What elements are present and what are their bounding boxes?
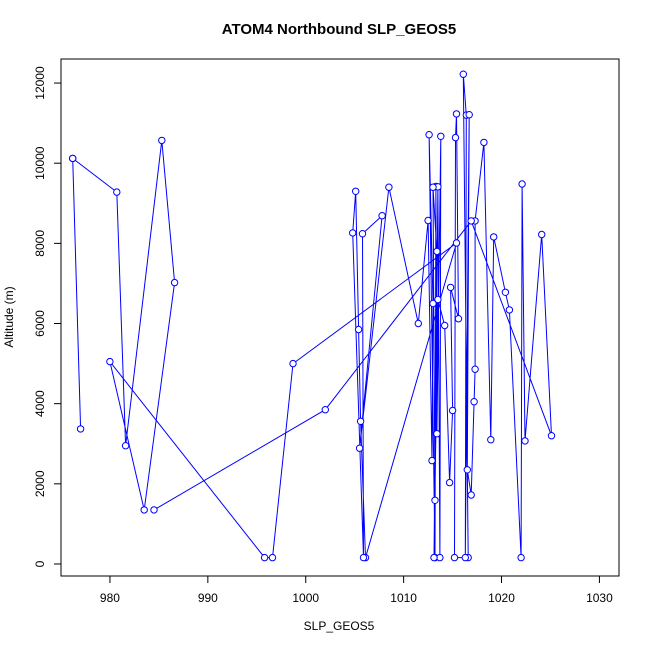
x-axis-label: SLP_GEOS5 [304, 619, 375, 633]
data-point [354, 325, 363, 334]
data-point [429, 299, 437, 308]
data-point [429, 183, 437, 191]
data-point [467, 217, 475, 225]
data-point [425, 131, 433, 139]
y-tick-label: 4000 [33, 390, 47, 417]
data-point [452, 239, 461, 247]
x-tick-label: 1020 [488, 591, 515, 605]
data-point [378, 212, 386, 220]
data-point [480, 138, 488, 147]
data-point [121, 442, 130, 450]
data-point [260, 553, 269, 562]
data-point [359, 553, 368, 562]
x-tick-label: 1030 [586, 591, 613, 605]
data-point [446, 283, 455, 292]
data-point [268, 553, 277, 562]
data-point [113, 188, 121, 196]
data-point [451, 133, 460, 142]
data-point [467, 491, 475, 499]
data-point [150, 506, 158, 514]
x-tick-label: 990 [198, 591, 218, 605]
data-point [414, 319, 422, 328]
data-point [452, 110, 461, 118]
data-point [450, 553, 459, 562]
data-point [106, 357, 114, 366]
data-point [428, 456, 436, 465]
y-tick-label: 6000 [33, 310, 47, 337]
data-point [441, 321, 449, 330]
y-tick-label: 10000 [33, 146, 47, 180]
data-point [356, 417, 365, 425]
data-point [69, 154, 77, 163]
data-point [448, 406, 457, 415]
x-tick-label: 980 [100, 591, 120, 605]
chart-title: ATOM4 Northbound SLP_GEOS5 [222, 21, 456, 38]
x-tick-label: 1010 [390, 591, 417, 605]
data-point [490, 233, 498, 241]
y-axis-label: Altitude (m) [2, 286, 16, 347]
data-point [538, 230, 546, 239]
data-point [352, 187, 360, 196]
x-tick-label: 1000 [292, 591, 319, 605]
series-layer [69, 70, 556, 562]
y-tick-label: 12000 [33, 66, 47, 100]
y-tick-label: 0 [33, 560, 47, 567]
data-point [289, 359, 297, 368]
data-point [385, 183, 393, 191]
data-point [433, 430, 441, 438]
x-axis: 980 990 1000 1010 1020 1030 [100, 576, 613, 605]
data-point [517, 553, 525, 562]
data-point [547, 432, 556, 440]
data-point [501, 288, 510, 296]
data-point [349, 229, 357, 237]
data-point [471, 365, 479, 373]
data-point [518, 180, 526, 188]
data-point [463, 466, 471, 474]
data-point [454, 315, 463, 323]
y-tick-label: 8000 [33, 230, 47, 257]
data-point [437, 132, 445, 141]
data-point [430, 553, 438, 562]
data-point [461, 553, 469, 562]
data-point [140, 506, 148, 514]
data-point [434, 295, 442, 304]
data-point [459, 70, 467, 78]
data-point [158, 136, 166, 145]
data-point [487, 436, 495, 444]
data-point [431, 496, 439, 504]
data-point [433, 247, 441, 256]
data-point [465, 111, 473, 119]
plot-frame [60, 58, 620, 577]
data-point [424, 216, 432, 225]
data-point [358, 230, 367, 238]
data-point [321, 406, 329, 414]
y-axis: 0 2000 4000 6000 8000 10000 12000 [33, 66, 61, 567]
y-tick-label: 2000 [33, 470, 47, 497]
data-point [355, 444, 364, 452]
series-line [72, 74, 552, 559]
data-point [521, 437, 529, 445]
data-point [505, 306, 514, 314]
data-point [470, 398, 478, 406]
data-point [445, 478, 454, 487]
data-point [76, 425, 85, 433]
data-point [170, 278, 179, 287]
